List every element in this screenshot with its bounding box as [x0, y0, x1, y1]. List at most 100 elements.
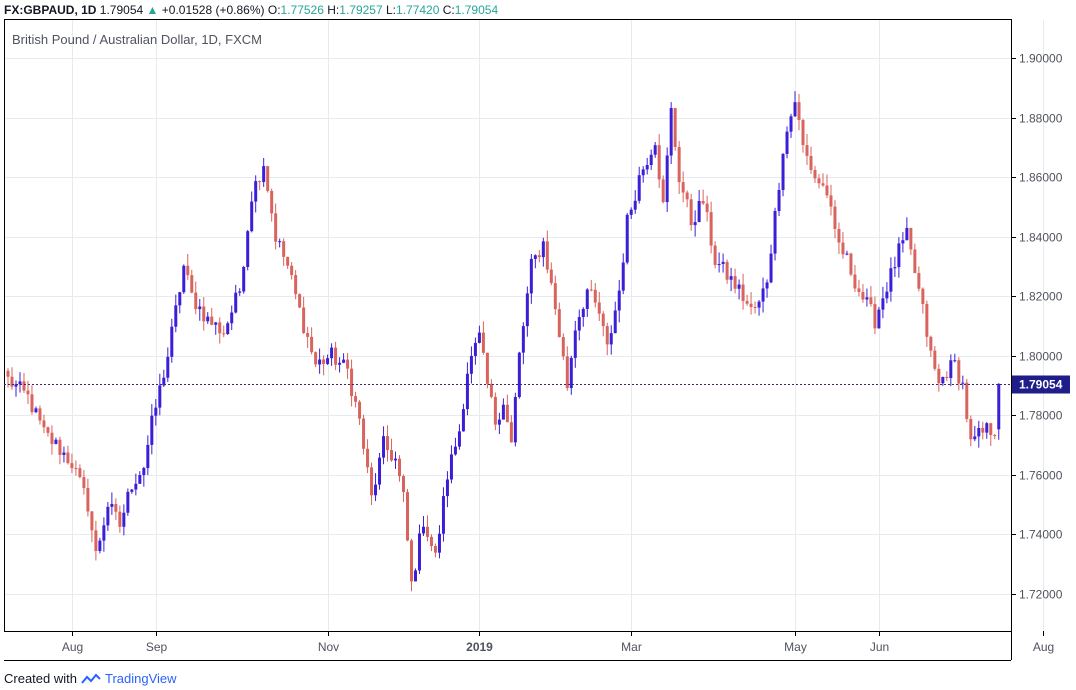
candle-body [258, 181, 262, 183]
candle-body [134, 483, 138, 490]
candle-body [797, 102, 801, 121]
candle-up [985, 421, 989, 439]
candle-down [805, 133, 809, 166]
candle-down [258, 180, 262, 191]
candle-down [218, 317, 222, 344]
candle-body [621, 262, 625, 291]
candle-body [661, 179, 665, 203]
candle-body [917, 272, 921, 289]
candle-body [22, 381, 26, 391]
candle-body [669, 108, 673, 156]
x-tick-label: Sep [146, 640, 168, 654]
chart-title: British Pound / Australian Dollar, 1D, F… [12, 32, 262, 47]
candle-body [74, 468, 78, 470]
candle-down [861, 284, 865, 303]
candle-down [429, 534, 433, 552]
candle-body [314, 352, 318, 365]
candle-up [949, 354, 953, 387]
candle-down [433, 543, 437, 558]
candle-body [781, 153, 785, 190]
candle-body [821, 183, 825, 186]
candle-up [62, 446, 66, 463]
candle-down [701, 189, 705, 205]
candle-up [342, 353, 346, 364]
candle-down [10, 367, 14, 390]
candle-down [849, 252, 853, 277]
candle-body [481, 332, 485, 353]
candle-up [573, 320, 577, 368]
candle-body [513, 397, 517, 443]
candle-down [366, 439, 370, 474]
candle-down [801, 118, 805, 153]
candle-up [166, 347, 170, 382]
candle-body [417, 533, 421, 571]
candle-body [977, 428, 981, 437]
candle-up [881, 286, 885, 319]
candle-up [250, 191, 254, 233]
candle-down [921, 287, 925, 314]
symbol-label: FX:GBPAUD, 1D [4, 3, 97, 17]
candle-down [741, 273, 745, 310]
candle-body [390, 450, 394, 461]
candle-body [881, 298, 885, 310]
candle-body [701, 200, 705, 204]
candle-down [545, 230, 549, 274]
candle-body [366, 448, 370, 468]
candle-down [549, 262, 553, 286]
y-tick-label: 1.80000 [1019, 350, 1063, 364]
candle-up [234, 284, 238, 314]
candle-down [90, 510, 94, 543]
candle-body [282, 241, 286, 257]
candle-down [346, 352, 350, 380]
candle-body [146, 444, 150, 469]
candle-up [721, 253, 725, 273]
candle-body [937, 368, 941, 384]
candle-body [46, 427, 50, 433]
candle-up [621, 253, 625, 295]
candle-body [569, 357, 573, 389]
candle-body [130, 489, 134, 492]
candle-body [210, 316, 214, 325]
candle-down [705, 195, 709, 222]
candle-up [905, 217, 909, 241]
candle-body [941, 376, 945, 384]
footer: Created with TradingView [4, 670, 177, 688]
candle-body [793, 102, 797, 117]
candle-body [350, 368, 354, 397]
candle-up [214, 322, 218, 335]
candle-body [577, 317, 581, 331]
candle-body [789, 116, 793, 132]
candle-body [761, 288, 765, 302]
candle-up [437, 525, 441, 559]
candle-body [402, 476, 406, 493]
candle-body [34, 408, 38, 413]
candle-body [909, 227, 913, 250]
candle-down [809, 146, 813, 174]
candle-body [605, 326, 609, 345]
x-tick-label: Nov [318, 640, 339, 654]
candle-body [969, 419, 973, 440]
candle-body [421, 526, 425, 534]
candle-body [270, 190, 274, 214]
candle-body [629, 209, 633, 215]
candle-body [765, 282, 769, 289]
candle-down [50, 425, 54, 455]
candle-body [693, 222, 697, 226]
candle-down [661, 175, 665, 204]
candle-body [214, 322, 218, 325]
candle-body [138, 475, 142, 484]
candle-up [777, 182, 781, 217]
candle-body [453, 446, 457, 455]
candle-down [753, 301, 757, 314]
candle-body [945, 376, 949, 378]
candle-down [593, 283, 597, 308]
candle-body [521, 326, 525, 353]
candle-body [749, 303, 753, 308]
candle-down [825, 174, 829, 199]
candle-body [254, 181, 258, 202]
candle-body [286, 256, 290, 266]
candle-down [190, 269, 194, 294]
candle-down [565, 346, 569, 391]
tradingview-brand[interactable]: TradingView [104, 671, 177, 686]
